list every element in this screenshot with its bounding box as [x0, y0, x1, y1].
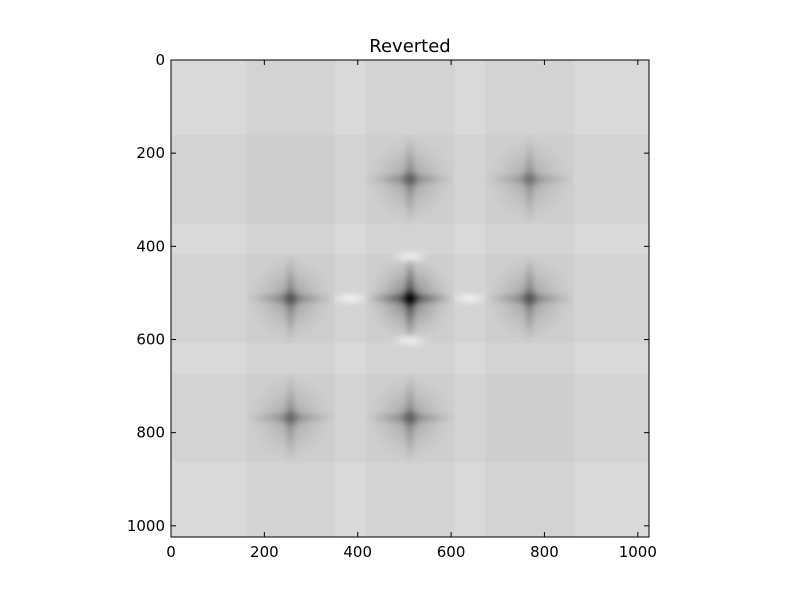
blob-core	[404, 173, 416, 186]
x-tick-label: 600	[437, 543, 466, 561]
bright-spot-shape	[390, 250, 430, 263]
bright-spot	[330, 292, 371, 305]
heatmap-blob	[365, 254, 455, 343]
blob-core	[284, 292, 297, 305]
blob-core	[404, 292, 416, 305]
x-tick-label: 0	[166, 543, 176, 561]
blob-core	[284, 411, 297, 424]
heatmap-blob	[485, 134, 574, 224]
blob-core	[404, 411, 416, 424]
y-tick-label: 0	[155, 51, 165, 69]
y-tick-label: 1000	[127, 517, 165, 535]
y-tick-label: 200	[136, 144, 165, 162]
bright-spot-shape	[330, 292, 371, 305]
blob-core	[523, 292, 536, 305]
chart-title: Reverted	[369, 36, 450, 57]
bright-spot	[390, 334, 430, 347]
heatmap-blob	[365, 134, 455, 224]
heatmap-blob	[246, 254, 335, 343]
heatmap-clipped-group	[171, 60, 649, 537]
bright-spot-shape	[390, 334, 430, 347]
x-tick-label: 200	[250, 543, 279, 561]
heatmap-blob	[365, 373, 455, 463]
bright-spot-shape	[449, 292, 490, 305]
y-tick-label: 600	[136, 330, 165, 348]
blob-core	[523, 173, 536, 186]
x-tick-label: 1000	[619, 543, 657, 561]
heatmap-blob	[485, 254, 574, 343]
bright-spot	[449, 292, 490, 305]
heatmap-image	[171, 60, 649, 537]
plot-frame	[170, 59, 650, 538]
bright-spot	[390, 250, 430, 263]
y-tick-label: 800	[136, 424, 165, 442]
y-tick-label: 400	[136, 237, 165, 255]
heatmap-blob	[246, 373, 335, 463]
x-tick-label: 800	[530, 543, 559, 561]
x-tick-label: 400	[343, 543, 372, 561]
